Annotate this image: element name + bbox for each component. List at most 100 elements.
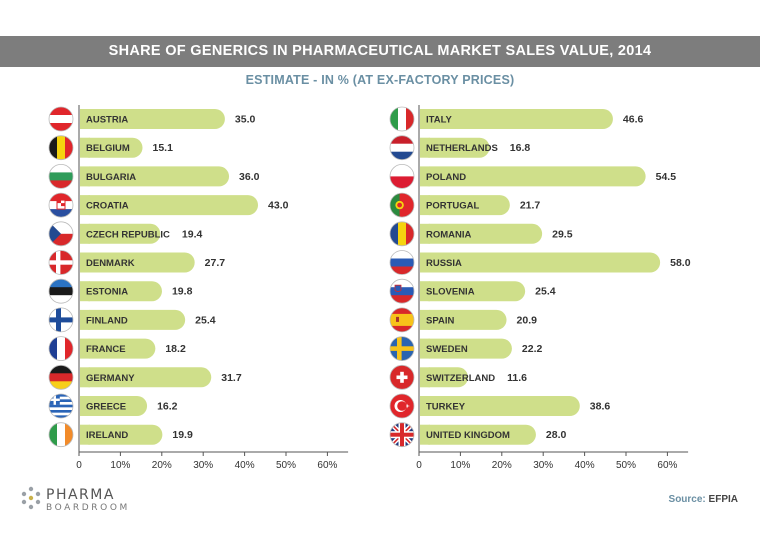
estonia-flag-icon — [49, 279, 73, 304]
bar — [420, 137, 490, 158]
united-kingdom-flag-icon — [390, 422, 414, 447]
bar-base — [420, 424, 430, 445]
value-label: 27.7 — [205, 257, 226, 269]
bar-base — [420, 252, 430, 273]
category-label: IRELAND — [86, 430, 128, 441]
value-label: 20.9 — [517, 314, 538, 326]
bar — [80, 166, 230, 187]
value-label: 25.4 — [195, 314, 216, 326]
category-label: CZECH REPUBLIC — [86, 229, 170, 240]
pharma-boardroom-logo-icon — [21, 486, 41, 510]
value-label: 11.6 — [507, 372, 527, 384]
flag-border — [48, 336, 74, 362]
poland-flag-icon — [390, 164, 414, 189]
belgium-flag-icon — [49, 135, 73, 160]
value-label: 16.8 — [510, 142, 531, 154]
category-label: UNITED KINGDOM — [426, 430, 510, 441]
bar — [420, 396, 580, 416]
value-label: 22.2 — [522, 343, 543, 355]
x-tick-label: 20% — [492, 460, 512, 471]
category-label: FRANCE — [86, 344, 126, 355]
logo-text-boardroom: BOARDROOM — [46, 503, 130, 513]
flag-border — [48, 106, 74, 132]
bar — [420, 367, 469, 388]
x-tick-label: 20% — [152, 460, 172, 471]
ireland-flag-icon — [49, 422, 73, 447]
bar-base — [420, 137, 430, 158]
bar — [80, 109, 225, 129]
source-value: EFPIA — [708, 494, 738, 505]
bar-base — [80, 367, 90, 388]
bar — [80, 367, 212, 388]
germany-flag-icon — [49, 365, 73, 390]
value-label: 15.1 — [153, 142, 174, 154]
x-tick-label: 50% — [276, 460, 296, 471]
bar-base — [420, 166, 430, 187]
logo-text-pharma: PHARMA — [46, 487, 115, 503]
bar — [80, 424, 163, 445]
x-tick-label: 0 — [416, 460, 422, 471]
flag-border — [389, 135, 415, 161]
category-label: DENMARK — [86, 258, 135, 269]
bar-base — [80, 281, 90, 302]
bar-base — [80, 338, 90, 359]
italy-flag-icon — [390, 107, 414, 131]
slovenia-flag-icon — [390, 279, 414, 304]
value-label: 35.0 — [235, 114, 256, 126]
switzerland-flag-icon — [390, 365, 414, 390]
chart-subtitle: ESTIMATE - IN % (AT EX-FACTORY PRICES) — [245, 73, 515, 87]
flag-border — [48, 422, 74, 448]
portugal-flag-icon — [390, 193, 414, 218]
sweden-flag-icon — [390, 336, 414, 361]
category-label: SLOVENIA — [426, 287, 475, 298]
bar-base — [80, 252, 90, 273]
bar-base — [80, 309, 90, 330]
bar-base — [420, 109, 430, 129]
bar — [80, 309, 186, 330]
value-label: 31.7 — [221, 372, 242, 384]
bar — [420, 166, 646, 187]
value-label: 36.0 — [239, 171, 260, 183]
bar-base — [80, 137, 90, 158]
bar-base — [420, 281, 430, 302]
bar — [80, 252, 195, 273]
bar — [80, 223, 161, 244]
category-label: BELGIUM — [86, 143, 130, 154]
category-label: CROATIA — [86, 201, 129, 212]
value-label: 58.0 — [670, 257, 691, 269]
france-flag-icon — [49, 336, 73, 361]
category-label: ESTONIA — [86, 287, 128, 298]
bar-base — [80, 109, 90, 129]
flag-border — [48, 250, 74, 275]
flag-border — [389, 393, 415, 419]
x-tick-label: 10% — [450, 460, 470, 471]
bar — [80, 195, 259, 216]
category-label: POLAND — [426, 172, 466, 183]
croatia-flag-icon — [49, 193, 73, 218]
category-label: NETHERLANDS — [426, 143, 498, 154]
x-tick-label: 50% — [616, 460, 636, 471]
value-label: 28.0 — [546, 429, 567, 441]
flag-border — [48, 135, 74, 161]
value-label: 29.5 — [552, 228, 573, 240]
flag-border — [48, 278, 74, 304]
value-label: 18.2 — [165, 343, 186, 355]
bar-base — [80, 223, 90, 244]
category-label: SWEDEN — [426, 344, 468, 355]
category-label: ROMANIA — [426, 229, 472, 240]
category-label: BULGARIA — [86, 172, 136, 183]
bulgaria-flag-icon — [49, 164, 73, 189]
x-tick-label: 30% — [533, 460, 553, 471]
flag-border — [389, 307, 415, 333]
flag-border — [389, 221, 415, 247]
source-label: Source: — [668, 494, 706, 505]
finland-flag-icon — [49, 307, 73, 332]
x-tick-label: 10% — [110, 460, 130, 471]
category-label: SPAIN — [426, 315, 454, 326]
value-label: 46.6 — [623, 114, 644, 126]
flag-border — [48, 307, 74, 333]
bar — [80, 137, 143, 158]
value-label: 54.5 — [656, 171, 677, 183]
netherlands-flag-icon — [390, 135, 414, 160]
category-label: GERMANY — [86, 373, 135, 384]
